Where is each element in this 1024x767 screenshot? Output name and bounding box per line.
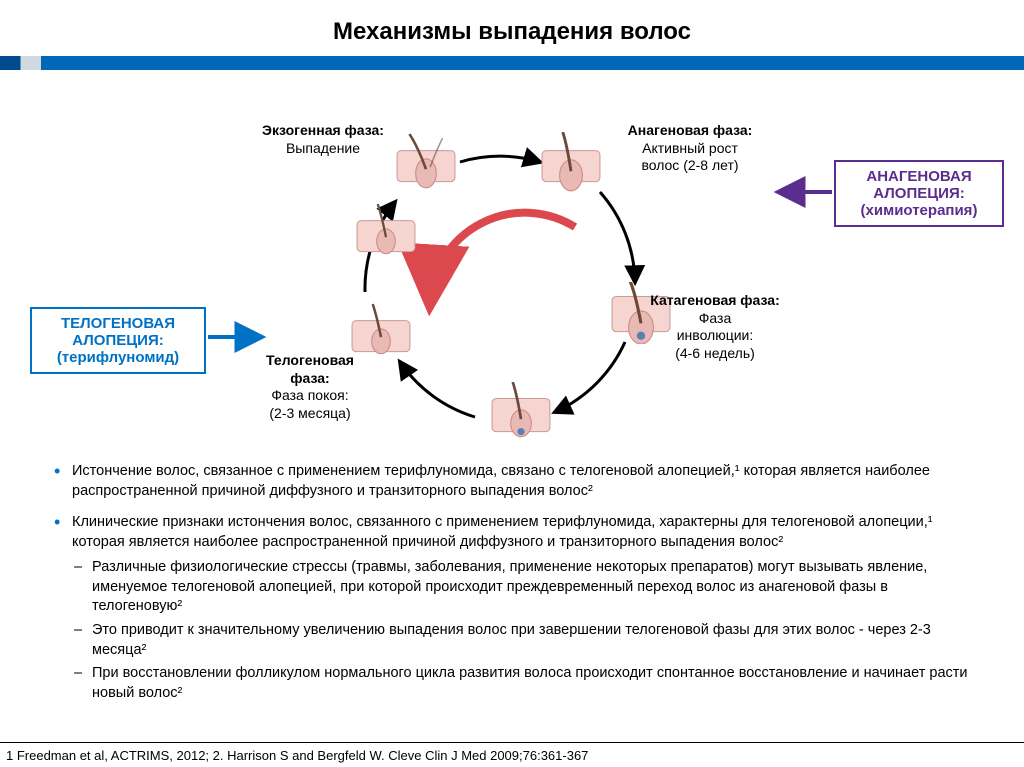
bullet-2: Клинические признаки истончения волос, с… <box>50 513 974 703</box>
bullet-2-3: При восстановлении фолликулом нормальног… <box>72 664 974 703</box>
callout-telogen-effluvium: ТЕЛОГЕНОВАЯ АЛОПЕЦИЯ: (терифлуномид) <box>30 307 206 374</box>
bullet-text: Истончение волос, связанное с применение… <box>0 452 1024 703</box>
follicle-top-right <box>540 132 602 194</box>
citation: 1 Freedman et al, ACTRIMS, 2012; 2. Harr… <box>6 748 588 763</box>
label-exogen: Экзогенная фаза: Выпадение <box>258 122 388 157</box>
bullet-2-2: Это приводит к значительному увеличению … <box>72 621 974 660</box>
footer-rule <box>0 742 1024 743</box>
bullet-2-1: Различные физиологические стрессы (травм… <box>72 558 974 617</box>
bullet-1: Истончение волос, связанное с применение… <box>50 462 974 501</box>
follicle-left-upper <box>355 202 417 264</box>
label-catagen: Катагеновая фаза: Фаза инволюции: (4-6 н… <box>640 292 790 362</box>
callout-anagen-effluvium: АНАГЕНОВАЯ АЛОПЕЦИЯ: (химиотерапия) <box>834 160 1004 227</box>
follicle-catagen <box>490 382 552 444</box>
label-telogen: Телогеновая фаза: Фаза покоя: (2-3 месяц… <box>245 352 375 422</box>
follicle-exogen <box>395 132 457 194</box>
page-title: Механизмы выпадения волос <box>0 0 1024 56</box>
header-band <box>0 56 1024 70</box>
label-anagen: Анагеновая фаза: Активный рост волос (2-… <box>615 122 765 175</box>
hair-cycle-diagram: Экзогенная фаза: Выпадение Анагеновая фа… <box>0 82 1024 452</box>
